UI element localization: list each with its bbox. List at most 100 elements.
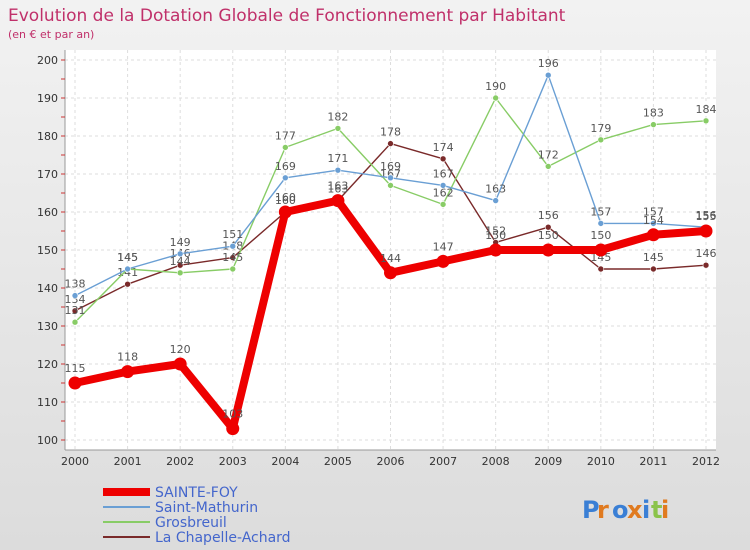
chart-subtitle: (en € et par an)	[8, 28, 94, 41]
y-tick-label: 190	[37, 92, 58, 105]
data-point	[702, 117, 710, 125]
y-tick-label: 200	[37, 54, 58, 67]
data-point	[229, 254, 237, 261]
x-tick-label: 2008	[482, 455, 510, 468]
data-label: 118	[117, 351, 138, 364]
data-point	[492, 94, 499, 102]
y-tick-label: 160	[37, 206, 58, 219]
x-tick-label: 2004	[271, 455, 299, 468]
data-label: 184	[696, 103, 717, 116]
data-point	[597, 136, 605, 144]
data-label: 150	[590, 229, 611, 242]
proxiti-logo: Pr ox i ti	[582, 496, 669, 524]
data-point	[594, 243, 608, 257]
data-label: 182	[327, 110, 348, 123]
y-tick-label: 110	[37, 396, 58, 409]
watermark-letter: o	[612, 496, 629, 524]
data-label: 178	[380, 126, 401, 139]
data-point	[597, 220, 605, 227]
watermark-letter: i	[661, 496, 669, 524]
x-tick-label: 2009	[534, 455, 562, 468]
chart-title: Evolution de la Dotation Globale de Fonc…	[8, 6, 566, 26]
data-point	[124, 280, 131, 288]
data-label: 145	[590, 251, 611, 264]
data-point	[121, 365, 135, 379]
data-label: 155	[696, 210, 717, 223]
data-point	[650, 121, 657, 128]
watermark-letter: x	[627, 496, 643, 524]
data-point	[384, 266, 397, 280]
data-point	[68, 376, 82, 390]
data-point	[334, 125, 342, 132]
data-label: 145	[643, 251, 664, 264]
data-label: 163	[327, 183, 348, 196]
data-point	[699, 224, 713, 238]
data-point	[282, 174, 289, 182]
data-label: 167	[433, 167, 454, 180]
x-tick-label: 2005	[324, 455, 352, 468]
data-label: 145	[222, 251, 243, 264]
data-point	[489, 243, 503, 257]
watermark-letter: P	[582, 496, 600, 524]
legend-label: Grosbreuil	[155, 515, 227, 531]
data-point	[387, 140, 394, 147]
data-label: 134	[65, 293, 86, 306]
watermark-letter: i	[642, 496, 650, 524]
data-label: 145	[117, 251, 138, 264]
data-point	[71, 307, 79, 315]
y-tick-label: 150	[37, 244, 58, 257]
data-point	[229, 265, 237, 273]
y-tick-label: 180	[37, 130, 58, 143]
y-tick-label: 120	[37, 358, 58, 371]
data-point	[71, 292, 79, 299]
data-label: 177	[275, 129, 296, 142]
data-label: 172	[538, 148, 559, 161]
data-label: 115	[65, 362, 86, 375]
watermark-letter: t	[651, 496, 662, 524]
watermark-letter: r	[597, 496, 609, 524]
data-label: 156	[538, 209, 559, 222]
data-label: 171	[327, 152, 348, 165]
data-label: 131	[65, 304, 86, 317]
data-point	[646, 228, 660, 242]
x-tick-label: 2000	[61, 455, 89, 468]
data-label: 169	[275, 160, 296, 173]
data-point	[544, 223, 552, 231]
data-point	[226, 422, 240, 436]
data-label: 154	[643, 214, 664, 227]
data-point	[492, 197, 499, 204]
data-label: 157	[590, 205, 611, 218]
data-label: 169	[380, 160, 401, 173]
data-point	[544, 163, 552, 170]
x-tick-label: 2010	[587, 455, 615, 468]
y-tick-label: 130	[37, 320, 58, 333]
data-label: 144	[170, 255, 191, 268]
data-label: 179	[590, 122, 611, 135]
data-label: 196	[538, 57, 559, 70]
data-label: 146	[696, 247, 717, 260]
legend-label: La Chapelle-Achard	[155, 530, 291, 546]
x-tick-label: 2001	[114, 455, 142, 468]
data-point	[176, 250, 184, 258]
data-label: 144	[380, 252, 401, 265]
data-point	[650, 220, 657, 227]
data-point	[650, 265, 657, 273]
x-tick-label: 2006	[377, 455, 405, 468]
data-label: 103	[222, 408, 243, 421]
y-tick-label: 140	[37, 282, 58, 295]
data-label: 150	[538, 229, 559, 242]
data-point	[124, 265, 131, 273]
data-label: 183	[643, 107, 664, 120]
y-tick-label: 100	[37, 434, 58, 447]
data-label: 156	[696, 209, 717, 222]
data-point	[387, 174, 394, 182]
data-label: 160	[275, 191, 296, 204]
data-label: 163	[327, 180, 348, 193]
data-point	[541, 243, 555, 257]
data-point	[387, 182, 394, 189]
data-label: 162	[433, 186, 454, 199]
data-label: 160	[275, 194, 296, 207]
data-label: 151	[222, 228, 243, 241]
